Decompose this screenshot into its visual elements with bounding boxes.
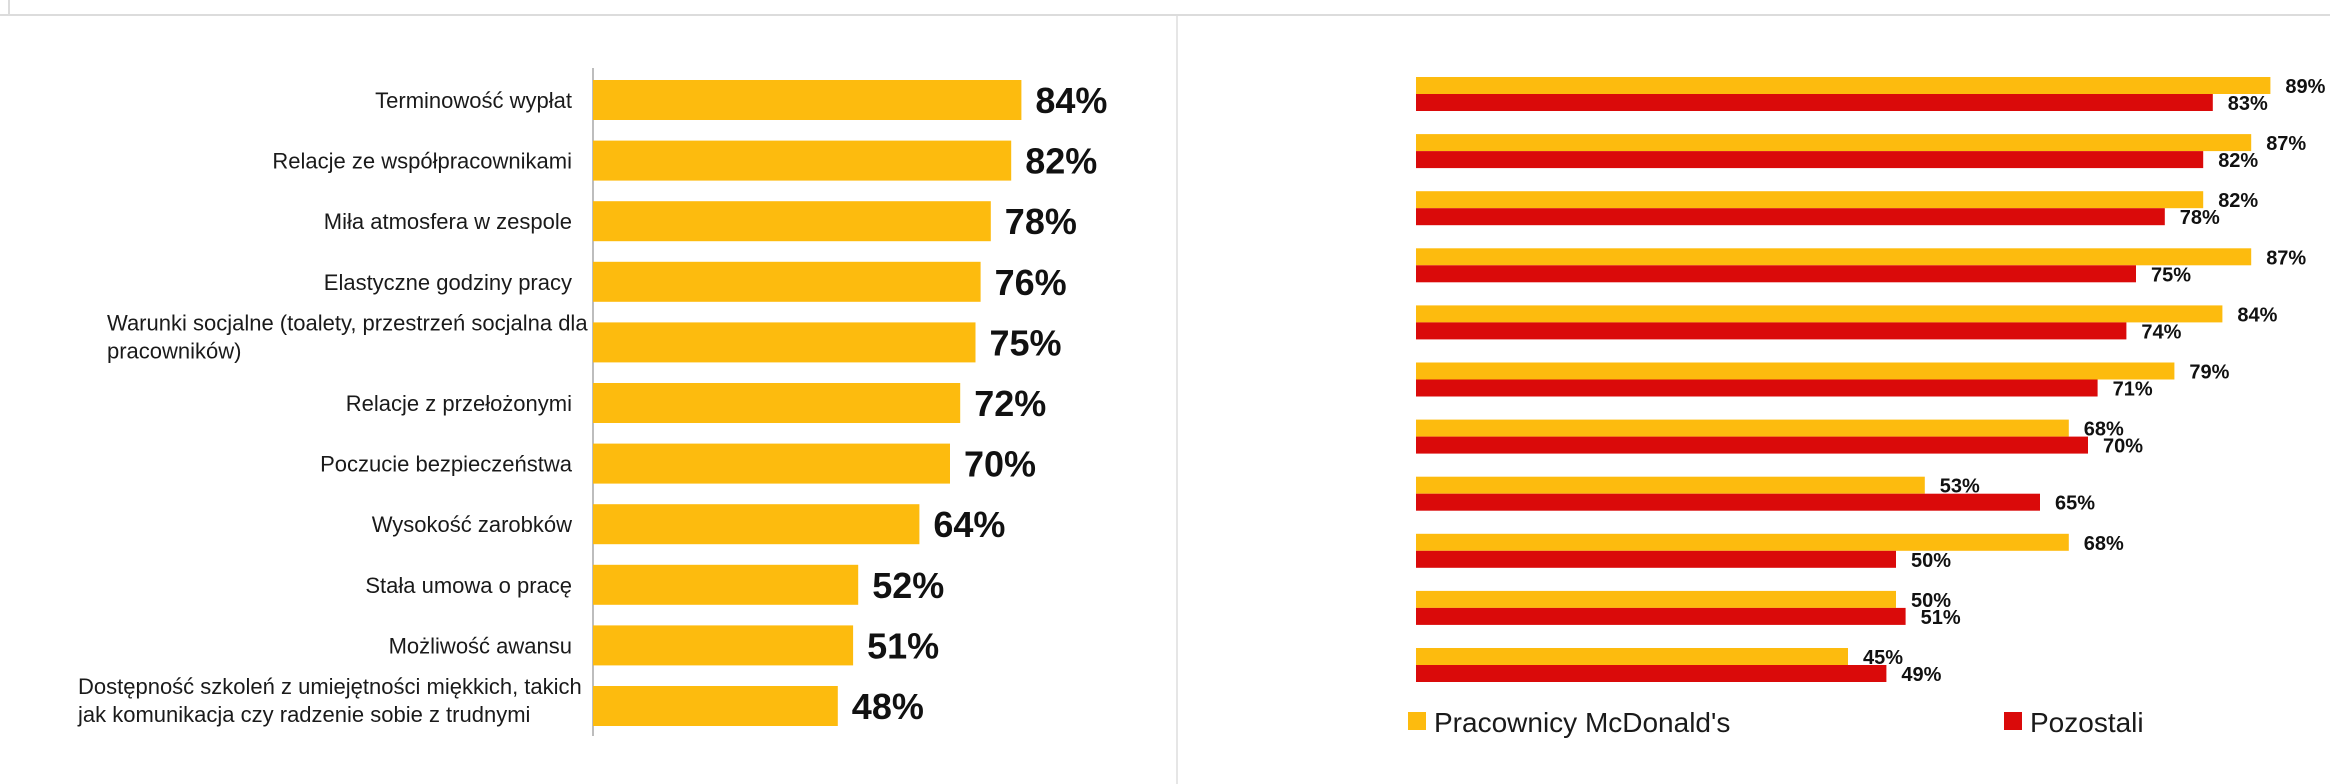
- bar-group-6-series-1: [1416, 436, 2088, 454]
- category-label-7: Wysokość zarobków: [372, 512, 572, 537]
- data-label-1: 82%: [1025, 141, 1097, 182]
- bar-8: [593, 564, 859, 605]
- data-label-group-10-series-0: 45%: [1863, 647, 1903, 669]
- bar-group-9-series-0: [1416, 590, 1896, 608]
- data-label-group-7-series-0: 53%: [1940, 476, 1980, 498]
- bar-group-8-series-1: [1416, 550, 1896, 568]
- bar-10: [593, 686, 838, 726]
- bar-group-3-series-0: [1416, 248, 2252, 266]
- category-label-10-line-1: jak komunikacja czy radzenie sobie z tru…: [77, 702, 530, 727]
- data-label-group-9-series-1: 51%: [1921, 607, 1961, 629]
- bar-group-9-series-1: [1416, 607, 1906, 625]
- bar-3: [593, 261, 981, 302]
- bar-9: [593, 625, 854, 666]
- bar-group-2-series-0: [1416, 191, 2204, 209]
- data-label-group-3-series-0: 87%: [2266, 247, 2306, 269]
- bar-group-4-series-1: [1416, 322, 2127, 340]
- bar-group-5-series-0: [1416, 362, 2175, 380]
- category-label-10-line-0: Dostępność szkoleń z umiejętności miękki…: [78, 674, 582, 699]
- bar-group-1-series-0: [1416, 134, 2252, 152]
- data-label-group-1-series-0: 87%: [2266, 133, 2306, 155]
- legend-swatch-1: [2004, 712, 2022, 730]
- category-label-5: Relacje z przełożonymi: [346, 391, 572, 416]
- category-label-9: Możliwość awansu: [389, 633, 572, 658]
- legend-swatch-0: [1408, 712, 1426, 730]
- category-label-1: Relacje ze współpracownikami: [272, 149, 572, 174]
- bar-group-2-series-1: [1416, 208, 2165, 226]
- panel-divider: [1176, 16, 1178, 784]
- data-label-group-10-series-1: 49%: [1901, 664, 1941, 686]
- bar-7: [593, 504, 920, 545]
- data-label-group-7-series-1: 65%: [2055, 493, 2095, 515]
- bar-group-5-series-1: [1416, 379, 2098, 397]
- bar-group-4-series-0: [1416, 305, 2223, 323]
- overall-bar-chart: 84% Terminowość wypłat 82% Relacje ze współ…: [77, 68, 1107, 736]
- bar-group-0-series-0: [1416, 77, 2271, 94]
- bar-group-6-series-0: [1416, 419, 2069, 437]
- bar-group-3-series-1: [1416, 265, 2136, 283]
- category-label-6: Poczucie bezpieczeństwa: [320, 452, 573, 477]
- data-label-group-5-series-1: 71%: [2113, 379, 2153, 401]
- data-label-group-2-series-1: 78%: [2180, 207, 2220, 229]
- bar-group-10-series-1: [1416, 665, 1887, 682]
- bar-5: [593, 383, 961, 423]
- category-label-0: Terminowość wypłat: [375, 88, 572, 113]
- data-label-3: 76%: [995, 262, 1067, 303]
- data-label-7: 64%: [933, 504, 1005, 545]
- data-label-group-0-series-1: 83%: [2228, 93, 2268, 115]
- bar-group-7-series-0: [1416, 476, 1925, 494]
- data-label-group-5-series-0: 79%: [2189, 362, 2229, 384]
- comparison-bar-chart: 89%83%87%82%82%78%87%75%84%74%79%71%68%7…: [1408, 76, 2326, 738]
- bar-group-0-series-1: [1416, 94, 2213, 111]
- category-label-4-line-0: Warunki socjalne (toalety, przestrzeń so…: [107, 310, 588, 335]
- data-label-group-1-series-1: 82%: [2218, 150, 2258, 172]
- bar-0: [593, 80, 1022, 120]
- top-border: [0, 14, 2330, 16]
- legend-label-0: Pracownicy McDonald's: [1434, 707, 1730, 738]
- bar-group-8-series-0: [1416, 533, 2069, 551]
- legend-label-1: Pozostali: [2030, 707, 2144, 738]
- category-label-3: Elastyczne godziny pracy: [324, 270, 572, 295]
- data-label-8: 52%: [872, 565, 944, 606]
- bar-1: [593, 140, 1012, 181]
- bar-group-10-series-0: [1416, 648, 1848, 665]
- data-label-6: 70%: [964, 444, 1036, 485]
- bar-6: [593, 443, 950, 484]
- data-label-group-4-series-1: 74%: [2141, 321, 2181, 343]
- data-label-5: 72%: [974, 383, 1046, 424]
- category-label-8: Stała umowa o pracę: [365, 573, 572, 598]
- data-label-9: 51%: [867, 625, 939, 666]
- data-label-group-8-series-0: 68%: [2084, 533, 2124, 555]
- bar-2: [593, 201, 991, 242]
- data-label-10: 48%: [852, 686, 924, 727]
- data-label-group-6-series-1: 70%: [2103, 436, 2143, 458]
- data-label-group-2-series-0: 82%: [2218, 190, 2258, 212]
- data-label-group-0-series-0: 89%: [2285, 76, 2325, 98]
- data-label-group-6-series-0: 68%: [2084, 419, 2124, 441]
- bar-group-1-series-1: [1416, 151, 2204, 169]
- data-label-group-8-series-1: 50%: [1911, 550, 1951, 572]
- data-label-0: 84%: [1035, 80, 1107, 121]
- data-label-2: 78%: [1005, 201, 1077, 242]
- data-label-group-9-series-0: 50%: [1911, 590, 1951, 612]
- category-label-2: Miła atmosfera w zespole: [324, 209, 572, 234]
- category-label-4-line-1: pracowników): [107, 338, 242, 363]
- left-border: [8, 0, 10, 16]
- data-label-4: 75%: [990, 322, 1062, 363]
- bar-group-7-series-1: [1416, 493, 2040, 511]
- data-label-group-4-series-0: 84%: [2237, 304, 2277, 326]
- data-label-group-3-series-1: 75%: [2151, 264, 2191, 286]
- bar-4: [593, 322, 976, 363]
